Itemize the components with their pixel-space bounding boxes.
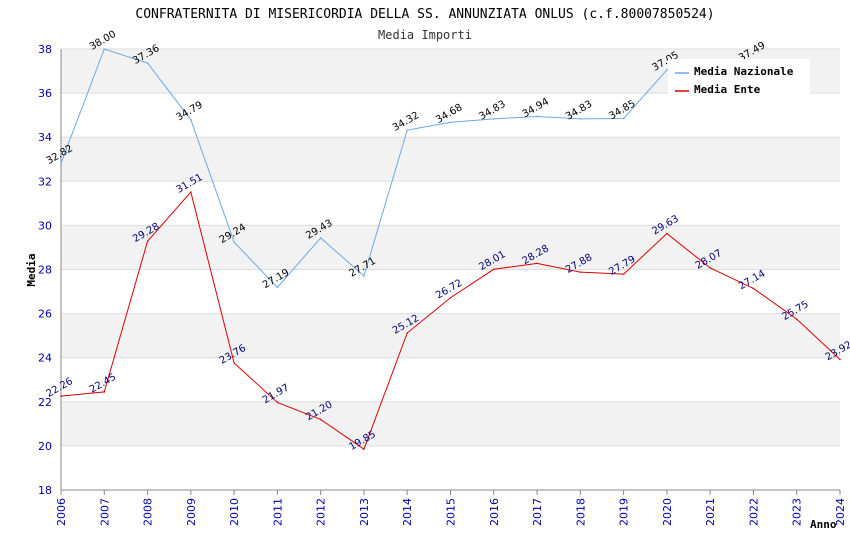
x-tick-label: 2024 (834, 498, 847, 526)
y-tick-label: 28 (38, 264, 52, 277)
legend: Media Nazionale Media Ente (668, 59, 810, 97)
y-tick-label: 20 (38, 440, 52, 453)
data-point (233, 241, 235, 243)
data-point (233, 362, 235, 364)
plot-band (61, 357, 840, 402)
x-tick-label: 2023 (791, 498, 804, 526)
y-tick-label: 34 (38, 131, 52, 144)
data-point (363, 448, 365, 451)
x-tick-label: 2006 (55, 498, 68, 526)
x-tick-label: 2014 (401, 498, 414, 526)
data-point (103, 48, 106, 50)
data-point (622, 273, 625, 275)
y-tick-label: 36 (38, 87, 52, 100)
data-point (60, 162, 62, 165)
y-tick-label: 32 (38, 175, 52, 188)
y-tick-label: 38 (38, 43, 52, 56)
data-point (146, 240, 149, 243)
data-point (492, 268, 495, 271)
data-point (449, 121, 452, 124)
x-axis-label: Anno (810, 518, 837, 531)
data-point (622, 117, 625, 120)
plot-band (61, 137, 840, 182)
plot-band (61, 181, 840, 226)
x-tick-label: 2009 (185, 498, 198, 526)
data-point (406, 129, 409, 131)
data-point (363, 275, 365, 277)
x-tick-label: 2022 (747, 498, 760, 526)
data-point (492, 118, 495, 120)
y-tick-label: 24 (38, 352, 52, 365)
y-tick-label: 22 (38, 396, 52, 409)
x-tick-label: 2018 (574, 498, 587, 526)
legend-label-nazionale: Media Nazionale (694, 65, 794, 78)
x-tick-label: 2012 (315, 498, 328, 526)
y-axis-ticks: 18 20 22 24 26 28 30 32 34 36 38 (38, 43, 52, 497)
y-axis-label: Media (25, 253, 38, 286)
data-point (319, 237, 322, 239)
y-tick-label: 30 (38, 219, 52, 232)
data-point (536, 115, 538, 118)
plot-band (61, 269, 840, 314)
x-axis-ticks: 2006 2007 2008 2009 2010 2011 2012 2013 2014 2015… (55, 490, 847, 526)
plot-background (61, 49, 840, 490)
data-point (190, 118, 192, 121)
data-point (319, 418, 322, 421)
data-point (276, 286, 279, 289)
x-tick-label: 2008 (142, 498, 155, 526)
data-point (579, 271, 582, 273)
plot-band (61, 445, 840, 490)
legend-label-ente: Media Ente (694, 83, 761, 96)
x-tick-label: 2017 (531, 498, 544, 526)
x-tick-label: 2007 (98, 498, 111, 526)
series-line (60, 48, 754, 289)
plot-band (61, 93, 840, 138)
data-point (146, 62, 149, 64)
plot-band (61, 225, 840, 270)
data-point (795, 318, 798, 320)
data-point (190, 191, 192, 193)
chart-title: CONFRATERNITA DI MISERICORDIA DELLA SS. … (135, 7, 714, 22)
y-tick-label: 26 (38, 308, 52, 321)
chart-subtitle: Media Importi (378, 28, 472, 42)
plot-band (61, 313, 840, 358)
x-tick-label: 2021 (704, 498, 717, 526)
legend-box (668, 59, 810, 97)
x-tick-label: 2016 (488, 498, 501, 526)
x-tick-label: 2020 (661, 498, 674, 526)
data-point (536, 262, 538, 265)
data-point (579, 118, 582, 120)
data-point (666, 232, 668, 235)
data-point (709, 267, 711, 269)
x-tick-label: 2019 (618, 498, 631, 526)
y-tick-label: 18 (38, 484, 52, 497)
data-point (839, 358, 841, 361)
data-point (449, 296, 452, 299)
data-point (103, 391, 106, 393)
x-tick-label: 2011 (271, 498, 284, 526)
data-point (752, 287, 755, 290)
plot-band (61, 401, 840, 446)
x-tick-label: 2013 (358, 498, 371, 526)
data-point (60, 395, 62, 397)
data-point (666, 69, 668, 71)
data-point (276, 401, 279, 404)
data-point (406, 332, 409, 334)
x-tick-label: 2010 (228, 498, 241, 526)
x-tick-label: 2015 (445, 498, 458, 526)
